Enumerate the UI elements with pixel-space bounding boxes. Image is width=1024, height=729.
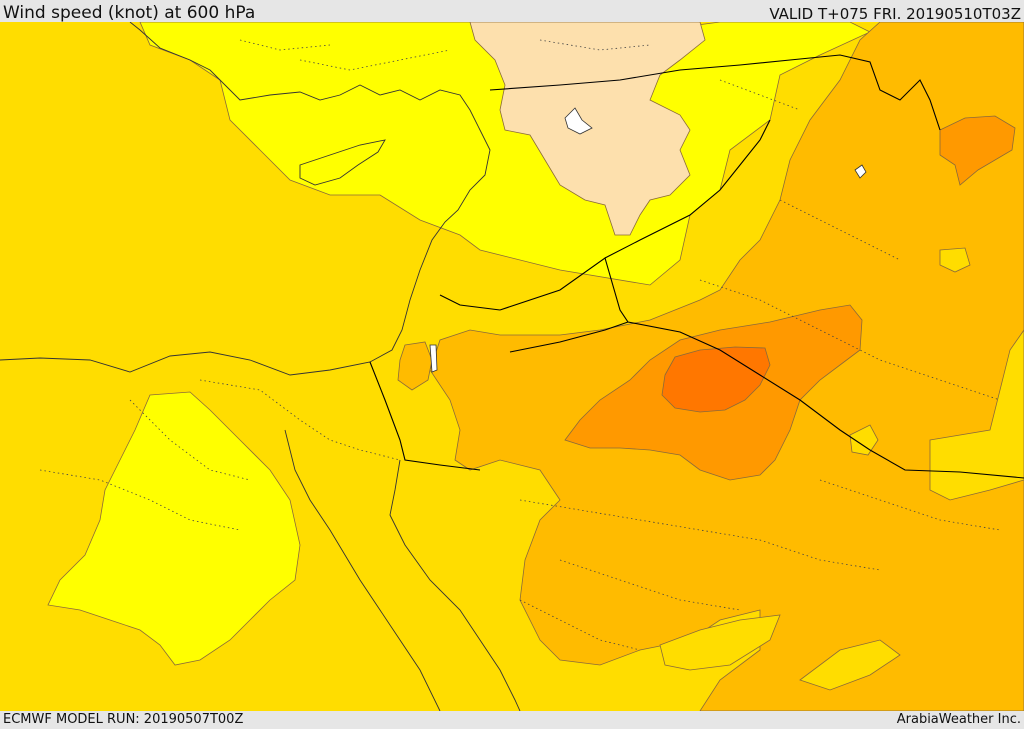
coastline-mediterranean (0, 22, 491, 376)
province-lines (39, 39, 1001, 651)
credit-label: ArabiaWeather Inc. (896, 712, 1021, 727)
coastline-red-sea-east (389, 459, 521, 711)
header-bar: Wind speed (knot) at 600 hPa VALID T+075… (0, 0, 1024, 23)
field-orange-west-patch (397, 341, 433, 391)
field-pocket-3 (799, 639, 901, 691)
footer-bar: ECMWF MODEL RUN: 20190507T00Z ArabiaWeat… (0, 711, 1024, 729)
lake-urmia (854, 164, 867, 179)
field-pocket-5 (939, 247, 971, 273)
valid-time: VALID T+075 FRI. 20190510T03Z (769, 5, 1021, 23)
field-dark-orange-ne (939, 115, 1016, 186)
lake-van (564, 107, 593, 135)
field-pocket-2 (659, 614, 781, 671)
wind-speed-map[interactable] (0, 22, 1024, 711)
country-borders (369, 54, 1024, 479)
coastline-red-sea (284, 429, 441, 711)
lake-dead-sea (429, 344, 438, 373)
model-run-label: ECMWF MODEL RUN: 20190507T00Z (3, 712, 244, 727)
map-canvas (0, 22, 1024, 711)
field-yellow-north (139, 22, 871, 286)
field-pocket-4 (849, 424, 879, 456)
field-yellow-egypt (47, 391, 301, 666)
field-pocket-1 (929, 329, 1024, 501)
map-title: Wind speed (knot) at 600 hPa (3, 3, 256, 23)
field-core (661, 346, 771, 413)
island-cyprus (299, 139, 386, 186)
